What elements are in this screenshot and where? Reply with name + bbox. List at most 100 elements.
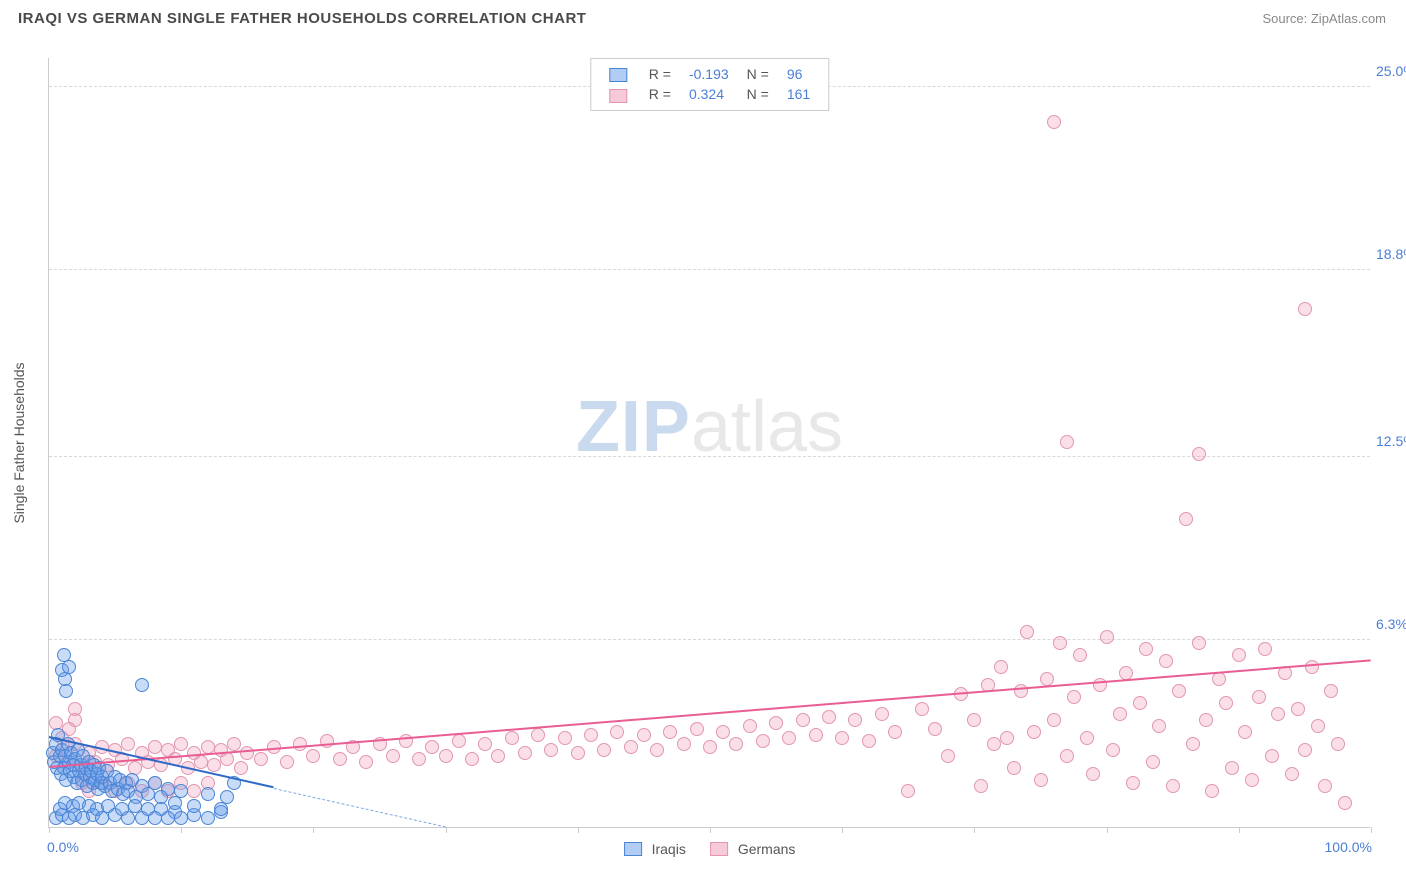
- germans-point: [743, 719, 757, 733]
- germans-point: [1139, 642, 1153, 656]
- germans-point: [1192, 636, 1206, 650]
- germans-point: [1047, 713, 1061, 727]
- iraqis-point: [168, 796, 182, 810]
- germans-point: [1331, 737, 1345, 751]
- germans-point: [1152, 719, 1166, 733]
- germans-point: [174, 737, 188, 751]
- germans-point: [386, 749, 400, 763]
- iraqis-point: [62, 660, 76, 674]
- germans-point: [1086, 767, 1100, 781]
- iraqis-point: [174, 811, 188, 825]
- legend-n-label: N =: [739, 85, 777, 103]
- series-legend: Iraqis Germans: [624, 841, 796, 857]
- germans-point: [531, 728, 545, 742]
- germans-point: [1186, 737, 1200, 751]
- legend-label: Germans: [738, 841, 796, 857]
- germans-point: [518, 746, 532, 760]
- germans-point: [1172, 684, 1186, 698]
- chart-title: IRAQI VS GERMAN SINGLE FATHER HOUSEHOLDS…: [18, 10, 586, 27]
- legend-swatch-pink: [609, 89, 627, 103]
- germans-point: [1225, 761, 1239, 775]
- y-axis-title: Single Father Households: [11, 362, 27, 523]
- germans-point: [1252, 690, 1266, 704]
- legend-swatch-pink: [710, 842, 728, 856]
- legend-r-label: R =: [641, 85, 679, 103]
- chart-header: IRAQI VS GERMAN SINGLE FATHER HOUSEHOLDS…: [0, 0, 1406, 35]
- germans-point: [1047, 115, 1061, 129]
- germans-point: [1133, 696, 1147, 710]
- germans-point: [822, 710, 836, 724]
- germans-point: [320, 734, 334, 748]
- legend-swatch-blue: [624, 842, 642, 856]
- germans-point: [1020, 625, 1034, 639]
- germans-point: [1324, 684, 1338, 698]
- germans-point: [1311, 719, 1325, 733]
- germans-point: [901, 784, 915, 798]
- germans-point: [280, 755, 294, 769]
- germans-point: [974, 779, 988, 793]
- x-axis-max-label: 100.0%: [1325, 839, 1372, 855]
- germans-point: [121, 737, 135, 751]
- germans-point: [637, 728, 651, 742]
- germans-point: [703, 740, 717, 754]
- germans-point: [1027, 725, 1041, 739]
- germans-point: [1060, 749, 1074, 763]
- germans-point: [148, 740, 162, 754]
- germans-point: [1146, 755, 1160, 769]
- germans-point: [478, 737, 492, 751]
- legend-r-value: 0.324: [681, 85, 737, 103]
- germans-point: [888, 725, 902, 739]
- germans-point: [1007, 761, 1021, 775]
- germans-point: [412, 752, 426, 766]
- legend-row: R =-0.193N =96: [601, 65, 818, 83]
- germans-point: [491, 749, 505, 763]
- germans-point: [359, 755, 373, 769]
- germans-point: [1192, 447, 1206, 461]
- iraqis-point: [201, 787, 215, 801]
- germans-point: [558, 731, 572, 745]
- germans-point: [915, 702, 929, 716]
- germans-point: [796, 713, 810, 727]
- germans-point: [941, 749, 955, 763]
- iraqis-point: [161, 811, 175, 825]
- germans-point: [1159, 654, 1173, 668]
- germans-point: [293, 737, 307, 751]
- legend-row: R =0.324N =161: [601, 85, 818, 103]
- germans-point: [716, 725, 730, 739]
- germans-point: [729, 737, 743, 751]
- germans-point: [1318, 779, 1332, 793]
- germans-point: [1073, 648, 1087, 662]
- germans-point: [571, 746, 585, 760]
- germans-point: [187, 784, 201, 798]
- legend-r-label: R =: [641, 65, 679, 83]
- germans-point: [809, 728, 823, 742]
- y-tick-label: 25.0%: [1376, 63, 1406, 79]
- legend-label: Iraqis: [652, 841, 686, 857]
- germans-point: [1034, 773, 1048, 787]
- germans-point: [194, 755, 208, 769]
- legend-n-value: 161: [779, 85, 818, 103]
- germans-point: [68, 702, 82, 716]
- germans-point: [544, 743, 558, 757]
- germans-point: [677, 737, 691, 751]
- germans-point: [756, 734, 770, 748]
- y-tick-label: 6.3%: [1376, 616, 1406, 632]
- germans-point: [1232, 648, 1246, 662]
- legend-r-value: -0.193: [681, 65, 737, 83]
- iraqis-point: [201, 811, 215, 825]
- y-tick-label: 12.5%: [1376, 433, 1406, 449]
- germans-point: [663, 725, 677, 739]
- germans-point: [505, 731, 519, 745]
- germans-point: [610, 725, 624, 739]
- germans-point: [1271, 707, 1285, 721]
- germans-point: [690, 722, 704, 736]
- germans-point: [1199, 713, 1213, 727]
- germans-point: [769, 716, 783, 730]
- germans-point: [1298, 302, 1312, 316]
- germans-point: [1245, 773, 1259, 787]
- germans-point: [227, 737, 241, 751]
- germans-point: [1285, 767, 1299, 781]
- iraqis-point: [214, 802, 228, 816]
- germans-point: [1179, 512, 1193, 526]
- legend-n-label: N =: [739, 65, 777, 83]
